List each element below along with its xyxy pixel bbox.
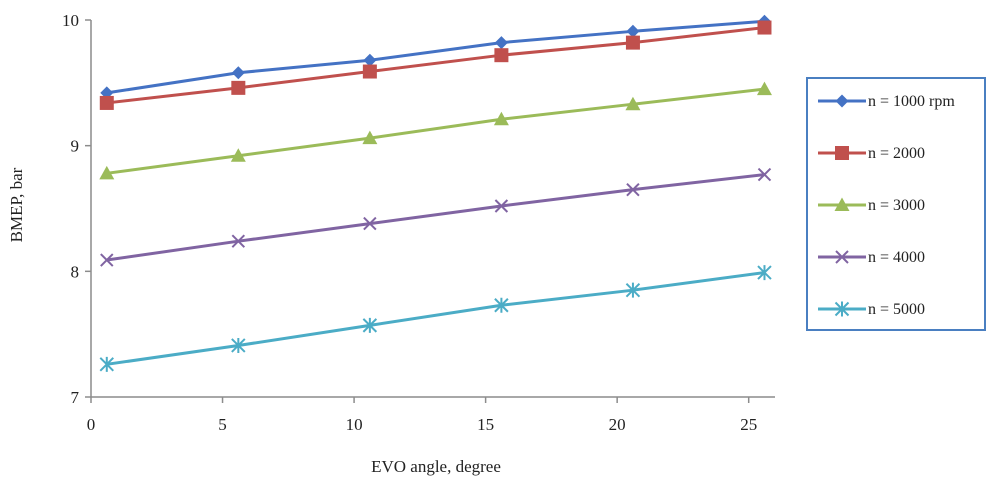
x-tick-label: 10 [346,415,363,434]
data-point [362,317,378,333]
data-point [362,130,378,145]
data-point [625,282,641,298]
legend-item: n = 2000 [818,145,925,162]
data-point [231,66,245,80]
legend-label: n = 4000 [868,249,925,266]
data-point [494,199,509,213]
x-tick-label: 20 [609,415,626,434]
series-line [106,87,765,175]
series-line [106,26,765,105]
legend-label: n = 2000 [868,145,925,162]
data-point [230,148,246,162]
data-point [231,80,246,95]
legend-item: n = 3000 [818,197,925,214]
legend-item: n = 4000 [818,249,925,266]
data-point [363,216,377,231]
data-point [231,337,246,353]
data-point [99,356,114,372]
legend-label: n = 3000 [868,197,925,214]
data-point [757,265,772,281]
ticks: 7 8 9 10 0 5 10 15 20 25 [62,11,757,434]
legend-item: n = 1000 rpm [818,93,955,110]
y-tick-label: 9 [71,137,80,156]
data-point [231,234,246,248]
series-line [106,19,765,95]
data-point [493,111,509,126]
series-layer [99,14,772,372]
series-line [106,173,765,262]
x-tick-label: 15 [477,415,494,434]
series-line [106,271,765,366]
legend-item: n = 5000 [818,301,925,318]
y-tick-label: 7 [71,388,80,407]
data-point [494,36,508,50]
legend: n = 1000 rpm n = 2000 n = 3000 n = 4000 n = … [806,77,986,331]
x-tick-label: 25 [740,415,757,434]
data-point [99,165,115,180]
data-point [362,64,377,79]
legend-marker [835,146,849,160]
data-point [757,20,772,35]
x-tick-label: 0 [87,415,96,434]
series-4 [100,167,772,267]
plot-area [90,20,775,398]
series-3 [99,81,772,180]
x-tick-label: 5 [218,415,227,434]
legend-marker [834,301,850,317]
y-axis-title: BMEP, bar [7,167,26,242]
data-point [99,95,114,110]
legend-marker [834,197,850,211]
legend-marker [835,250,849,264]
legend-label: n = 5000 [868,301,925,318]
data-point [625,35,640,50]
series-2 [99,20,772,110]
x-axis-title: EVO angle, degree [371,457,501,476]
series-1 [100,14,771,100]
y-tick-label: 8 [71,262,80,281]
data-point [626,182,640,197]
legend-label: n = 1000 rpm [868,93,955,110]
data-point [494,297,509,313]
data-point [757,167,772,182]
legend-marker [835,94,849,108]
data-point [100,253,114,267]
data-point [756,81,772,96]
data-point [625,96,641,111]
data-point [363,53,377,67]
data-point [494,48,509,63]
data-point [626,24,640,38]
y-tick-label: 10 [62,11,79,30]
series-5 [99,265,772,372]
